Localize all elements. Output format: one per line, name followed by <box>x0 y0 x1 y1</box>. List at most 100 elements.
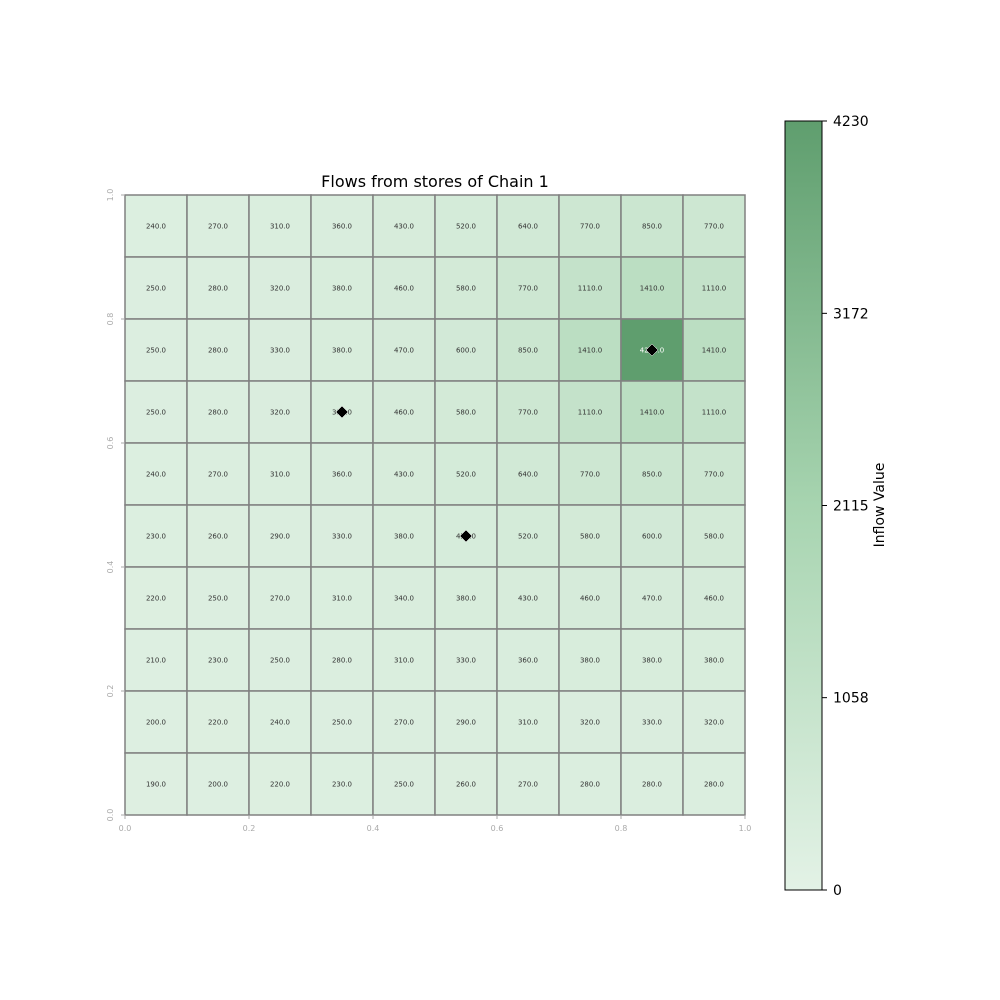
y-tick-label: 0.4 <box>106 561 115 574</box>
cell-value-label: 250.0 <box>270 657 290 665</box>
cell-value-label: 250.0 <box>146 409 166 417</box>
cell-value-label: 470.0 <box>394 347 414 355</box>
cell-value-label: 640.0 <box>518 223 538 231</box>
x-tick-label: 1.0 <box>739 824 752 833</box>
cell-value-label: 360.0 <box>518 657 538 665</box>
cell-value-label: 380.0 <box>394 533 414 541</box>
cell-value-label: 310.0 <box>332 595 352 603</box>
cell-value-label: 290.0 <box>456 719 476 727</box>
cell-value-label: 380.0 <box>704 657 724 665</box>
cell-value-label: 200.0 <box>208 781 228 789</box>
x-tick-label: 0.6 <box>491 824 504 833</box>
cell-value-label: 340.0 <box>394 595 414 603</box>
y-tick-label: 0.8 <box>106 313 115 326</box>
cell-value-label: 1110.0 <box>578 409 603 417</box>
chart-title: Flows from stores of Chain 1 <box>321 172 549 191</box>
cell-value-label: 240.0 <box>146 471 166 479</box>
cell-value-label: 770.0 <box>580 471 600 479</box>
cell-value-label: 210.0 <box>146 657 166 665</box>
cell-value-label: 250.0 <box>146 347 166 355</box>
cell-value-label: 270.0 <box>394 719 414 727</box>
cell-value-label: 280.0 <box>208 409 228 417</box>
cell-value-label: 260.0 <box>456 781 476 789</box>
cell-value-label: 770.0 <box>518 285 538 293</box>
y-tick-label: 1.0 <box>106 189 115 202</box>
cell-value-label: 190.0 <box>146 781 166 789</box>
cell-value-label: 320.0 <box>270 409 290 417</box>
cell-value-label: 380.0 <box>332 347 352 355</box>
cell-value-label: 330.0 <box>270 347 290 355</box>
cell-value-label: 220.0 <box>270 781 290 789</box>
cell-value-label: 470.0 <box>642 595 662 603</box>
x-tick-label: 0.0 <box>119 824 132 833</box>
cell-value-label: 280.0 <box>208 347 228 355</box>
cell-value-label: 360.0 <box>332 223 352 231</box>
cell-value-label: 1410.0 <box>702 347 727 355</box>
cell-value-label: 310.0 <box>270 471 290 479</box>
cell-value-label: 770.0 <box>580 223 600 231</box>
cell-value-label: 520.0 <box>518 533 538 541</box>
cell-value-label: 280.0 <box>642 781 662 789</box>
cell-value-label: 290.0 <box>270 533 290 541</box>
cell-value-label: 320.0 <box>270 285 290 293</box>
cell-value-label: 330.0 <box>456 657 476 665</box>
colorbar-tick-label: 3172 <box>833 306 869 322</box>
cell-value-label: 280.0 <box>580 781 600 789</box>
x-tick-label: 0.2 <box>243 824 256 833</box>
cell-value-label: 380.0 <box>456 595 476 603</box>
cell-value-label: 580.0 <box>456 285 476 293</box>
cell-value-label: 260.0 <box>208 533 228 541</box>
colorbar: 0 1058 2115 3172 4230 Inflow Value <box>785 114 888 899</box>
y-tick-label: 0.0 <box>106 809 115 822</box>
cell-value-label: 220.0 <box>146 595 166 603</box>
cell-value-label: 580.0 <box>456 409 476 417</box>
cell-value-label: 1410.0 <box>640 409 665 417</box>
cell-value-label: 580.0 <box>580 533 600 541</box>
colorbar-tick-label: 1058 <box>833 691 869 707</box>
cell-value-label: 1110.0 <box>702 285 727 293</box>
cell-value-label: 600.0 <box>642 533 662 541</box>
cell-value-label: 320.0 <box>580 719 600 727</box>
cell-value-label: 310.0 <box>394 657 414 665</box>
colorbar-tick-label: 4230 <box>833 114 869 130</box>
cell-value-label: 430.0 <box>518 595 538 603</box>
cell-value-label: 200.0 <box>146 719 166 727</box>
cell-value-label: 330.0 <box>332 533 352 541</box>
cell-value-label: 250.0 <box>394 781 414 789</box>
cell-value-label: 230.0 <box>208 657 228 665</box>
cell-value-label: 460.0 <box>394 285 414 293</box>
cell-value-label: 240.0 <box>146 223 166 231</box>
cell-value-label: 270.0 <box>518 781 538 789</box>
cell-value-label: 1110.0 <box>578 285 603 293</box>
cell-value-label: 310.0 <box>518 719 538 727</box>
x-tick-label: 0.4 <box>367 824 380 833</box>
cell-value-label: 320.0 <box>704 719 724 727</box>
cell-value-label: 520.0 <box>456 471 476 479</box>
cell-value-label: 230.0 <box>146 533 166 541</box>
cell-value-label: 1110.0 <box>702 409 727 417</box>
cell-value-label: 460.0 <box>394 409 414 417</box>
cell-value-label: 240.0 <box>270 719 290 727</box>
cell-value-label: 430.0 <box>394 223 414 231</box>
cell-value-label: 280.0 <box>704 781 724 789</box>
colorbar-gradient <box>785 121 822 890</box>
cell-value-label: 850.0 <box>642 223 662 231</box>
cell-value-label: 600.0 <box>456 347 476 355</box>
cell-value-label: 360.0 <box>332 471 352 479</box>
cell-value-label: 770.0 <box>518 409 538 417</box>
cell-value-label: 770.0 <box>704 471 724 479</box>
x-tick-label: 0.8 <box>615 824 628 833</box>
y-tick-label: 0.2 <box>106 685 115 698</box>
cell-value-label: 380.0 <box>642 657 662 665</box>
cell-value-label: 580.0 <box>704 533 724 541</box>
cell-value-label: 270.0 <box>208 223 228 231</box>
cell-value-label: 460.0 <box>580 595 600 603</box>
cell-value-label: 230.0 <box>332 781 352 789</box>
cell-value-label: 640.0 <box>518 471 538 479</box>
colorbar-label: Inflow Value <box>872 463 888 548</box>
cell-value-label: 850.0 <box>642 471 662 479</box>
cell-value-label: 250.0 <box>146 285 166 293</box>
cell-value-label: 380.0 <box>332 285 352 293</box>
